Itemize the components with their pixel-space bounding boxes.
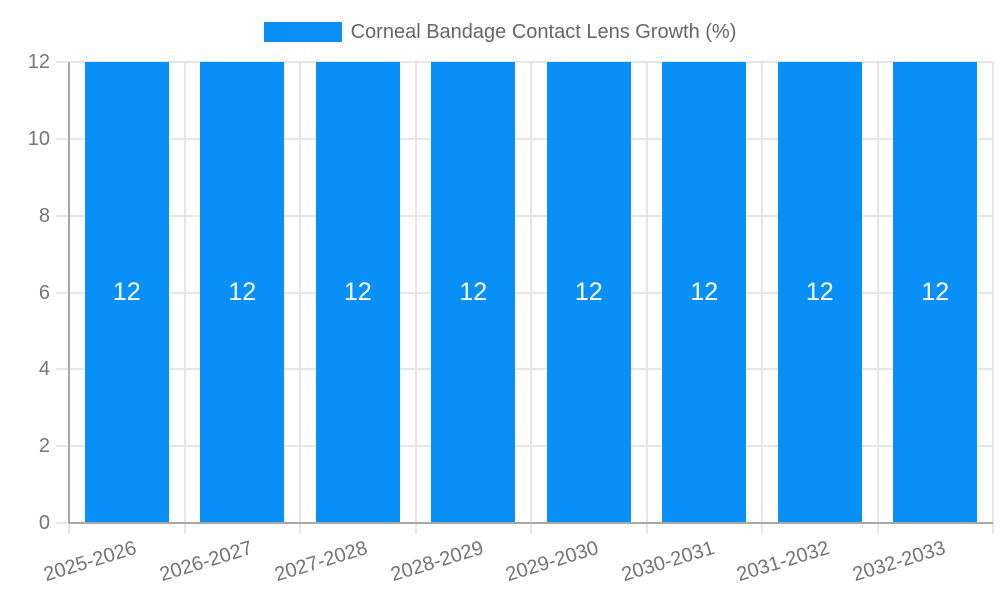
plot-area: 0 2 4 6 8 10 12 12 2025-2026 12 2026-2027 12 2027-20… bbox=[28, 51, 994, 586]
bar-value-label: 12 bbox=[112, 278, 141, 306]
y-tick-mark bbox=[56, 368, 69, 371]
bar-2031-2032[interactable]: 12 bbox=[777, 62, 862, 523]
x-tick-mark bbox=[183, 523, 186, 534]
bar-2030-2031[interactable]: 12 bbox=[662, 62, 747, 523]
x-tick-mark bbox=[761, 523, 763, 534]
x-axis-tick-label: 2028-2029 bbox=[387, 537, 486, 587]
bar-2028-2029[interactable]: 12 bbox=[431, 62, 516, 523]
x-tick-mark bbox=[414, 523, 417, 534]
x-axis-tick-label: 2025-2026 bbox=[41, 537, 140, 587]
y-axis-tick-label: 6 bbox=[38, 281, 50, 304]
bar-2032-2033[interactable]: 12 bbox=[893, 62, 978, 523]
bar-value-label: 12 bbox=[343, 278, 372, 306]
bar-value-label: 12 bbox=[459, 278, 488, 306]
x-axis-tick-label: 2030-2031 bbox=[618, 537, 717, 587]
y-axis-tick-label: 12 bbox=[27, 51, 50, 73]
x-tick-mark bbox=[992, 523, 994, 534]
legend-swatch-icon bbox=[263, 22, 342, 42]
bar-value-label: 12 bbox=[805, 278, 834, 306]
y-tick-mark bbox=[56, 445, 69, 448]
y-tick-mark bbox=[56, 291, 69, 294]
chart-legend: Corneal Bandage Contact Lens Growth (%) bbox=[0, 20, 1000, 44]
bar-value-label: 12 bbox=[228, 278, 257, 306]
x-tick-mark bbox=[299, 523, 301, 534]
x-gridline bbox=[645, 62, 648, 523]
x-axis-tick-label: 2029-2030 bbox=[503, 537, 602, 587]
x-axis-tick-label: 2031-2032 bbox=[734, 537, 833, 587]
y-tick-mark bbox=[56, 137, 69, 140]
x-gridline bbox=[183, 62, 186, 523]
bar-2026-2027[interactable]: 12 bbox=[200, 62, 285, 523]
bar-value-label: 12 bbox=[921, 278, 950, 306]
y-axis-line bbox=[68, 62, 70, 523]
y-axis-tick-label: 10 bbox=[27, 127, 50, 150]
x-tick-mark bbox=[68, 523, 70, 534]
x-axis-tick-label: 2026-2027 bbox=[156, 537, 255, 587]
y-axis-tick-label: 4 bbox=[38, 358, 50, 381]
legend-item[interactable]: Corneal Bandage Contact Lens Growth (%) bbox=[263, 20, 737, 44]
x-axis-line bbox=[69, 522, 993, 524]
bar-value-label: 12 bbox=[574, 278, 603, 306]
y-axis-tick-label: 2 bbox=[38, 435, 50, 458]
x-tick-mark bbox=[876, 523, 879, 534]
x-gridline bbox=[992, 62, 994, 523]
y-tick-mark bbox=[56, 214, 69, 217]
bar-2029-2030[interactable]: 12 bbox=[546, 62, 631, 523]
bar-2027-2028[interactable]: 12 bbox=[315, 62, 400, 523]
x-gridline bbox=[414, 62, 417, 523]
y-axis-tick-label: 0 bbox=[38, 512, 50, 534]
x-tick-mark bbox=[530, 523, 532, 534]
bar-2025-2026[interactable]: 12 bbox=[84, 62, 169, 523]
y-axis-tick-label: 8 bbox=[38, 204, 50, 227]
legend-label: Corneal Bandage Contact Lens Growth (%) bbox=[350, 21, 737, 43]
x-axis-tick-label: 2032-2033 bbox=[849, 537, 948, 587]
y-tick-mark bbox=[56, 61, 69, 63]
x-tick-mark bbox=[645, 523, 648, 534]
x-gridline bbox=[876, 62, 879, 523]
x-gridline bbox=[761, 62, 763, 523]
x-gridline bbox=[530, 62, 532, 523]
x-axis-tick-label: 2027-2028 bbox=[272, 537, 371, 587]
x-gridline bbox=[299, 62, 301, 523]
bar-value-label: 12 bbox=[690, 278, 719, 306]
y-tick-mark bbox=[56, 522, 69, 524]
